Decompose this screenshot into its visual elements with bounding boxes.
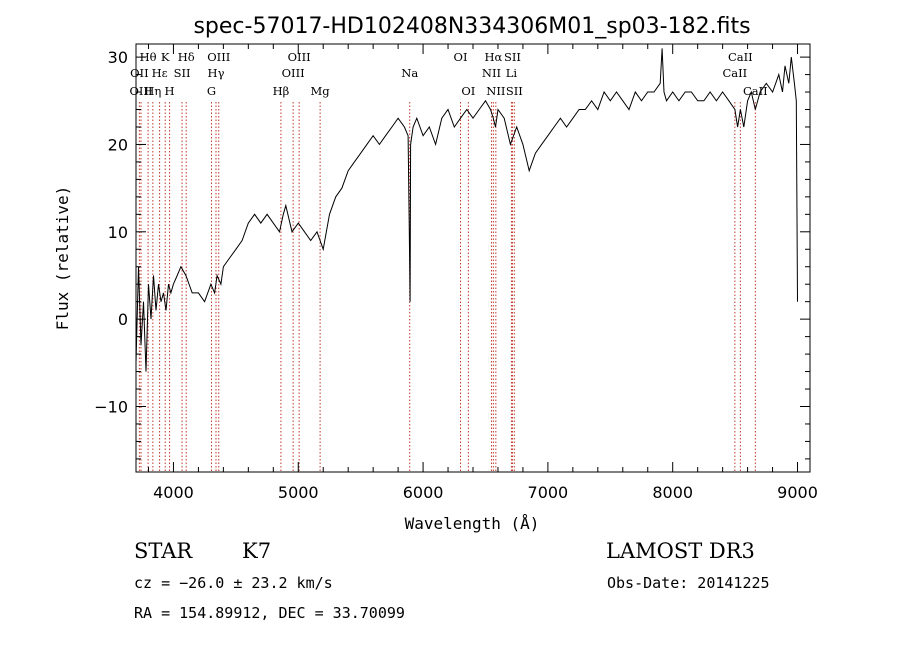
emission-line-label: Na <box>401 66 418 80</box>
x-tick-label: 6000 <box>403 483 444 502</box>
emission-line-label: NII <box>486 84 505 98</box>
survey-name: LAMOST DR3 <box>606 539 755 563</box>
redshift-velocity: cz = −26.0 ± 23.2 km/s <box>134 574 333 592</box>
emission-line-label: SII <box>174 66 191 80</box>
emission-line-label: Hε <box>152 66 168 80</box>
x-tick-label: 5000 <box>278 483 319 502</box>
emission-line-label: Hθ <box>140 50 157 64</box>
emission-line-label: G <box>207 84 216 98</box>
emission-line-label: Mg <box>311 84 331 98</box>
observation-date: Obs-Date: 20141225 <box>607 574 770 592</box>
emission-line-label: Li <box>506 66 518 80</box>
sky-coordinates: RA = 154.89912, DEC = 33.70099 <box>134 604 405 622</box>
plot-frame <box>135 43 811 473</box>
emission-line-label: OIII <box>207 50 230 64</box>
emission-line-label: CaII <box>722 66 747 80</box>
emission-line-label: NII <box>482 66 501 80</box>
y-tick-label: 20 <box>108 135 128 154</box>
emission-line-label: CaII <box>728 50 753 64</box>
emission-line-label: Hγ <box>208 66 225 80</box>
object-subclass: K7 <box>242 539 272 563</box>
x-tick-label: 4000 <box>153 483 194 502</box>
object-class: STAR <box>134 539 193 563</box>
emission-line-label: CaII <box>743 84 768 98</box>
emission-line-label: OI <box>461 84 475 98</box>
y-tick-label: 10 <box>108 223 128 242</box>
emission-line-label: K <box>161 50 170 64</box>
y-axis-label: Flux (relative) <box>53 186 72 331</box>
emission-line-label: Hδ <box>178 50 195 64</box>
spectrum-line <box>135 48 798 372</box>
emission-line-label: SII <box>504 50 521 64</box>
x-tick-label: 9000 <box>777 483 818 502</box>
emission-line-label: H <box>165 84 175 98</box>
emission-line-label: OI <box>454 50 468 64</box>
emission-line-label: OII <box>130 66 149 80</box>
x-tick-label: 8000 <box>652 483 693 502</box>
axis-ticks: 4000 5000 6000 7000 8000 9000 −10 0 10 20 30 <box>94 44 818 502</box>
x-tick-label: 7000 <box>528 483 569 502</box>
emission-line-label: Hβ <box>273 84 290 98</box>
emission-line-label: SII <box>506 84 523 98</box>
emission-line-label: Hα <box>484 50 502 64</box>
y-tick-label: 30 <box>108 48 128 67</box>
emission-line-label: OIII <box>129 84 152 98</box>
emission-line-label: OIII <box>282 66 305 80</box>
y-tick-label: −10 <box>94 397 128 416</box>
y-tick-label: 0 <box>118 310 128 329</box>
chart-title: spec-57017-HD102408N334306M01_sp03-182.f… <box>193 14 750 39</box>
x-axis-label: Wavelength (Å) <box>405 514 540 533</box>
emission-line-markers: Hθ OII OIII K Hε Hη Hδ SII H OIII Hγ G Hβ OIII OIII Mg N… <box>129 50 768 472</box>
emission-line-label: OIII <box>288 50 311 64</box>
emission-line-label: Hη <box>144 84 161 98</box>
